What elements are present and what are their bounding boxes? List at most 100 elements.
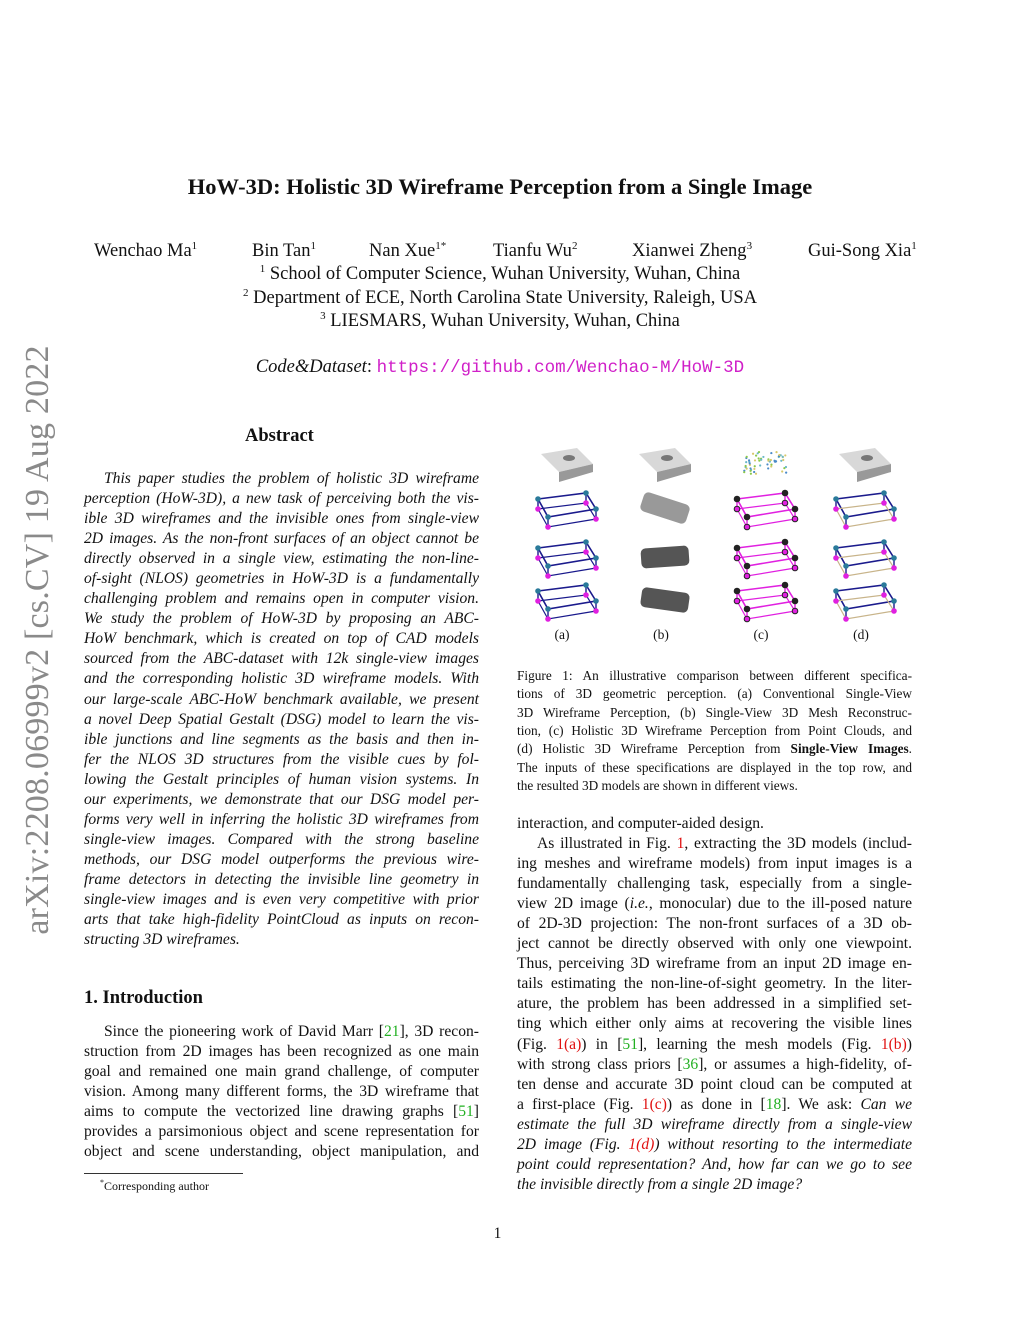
holistic-wireframe-junction (881, 582, 887, 588)
visible-wireframe-junction (545, 524, 551, 530)
text-line: 2D image (Fig. 1(d)) without resorting t… (517, 1135, 912, 1155)
pointcloud-wireframe-junction (744, 524, 750, 530)
pointcloud-wireframe-junction (782, 582, 788, 588)
pointcloud-wireframe-junction (782, 490, 788, 496)
footnote: *Corresponding author (100, 1178, 209, 1194)
text-line: a novel Deep Spatial Gestalt (DSG) model… (84, 710, 479, 730)
text-line: structing 3D wireframes. (84, 930, 479, 950)
paper-title: HoW-3D: Holistic 3D Wireframe Perception… (0, 174, 1000, 200)
text-line: fundamentally challenging task, especial… (517, 874, 912, 894)
holistic-wireframe-junction (891, 506, 897, 512)
author-name: Gui-Song Xia (808, 241, 911, 261)
point-cloud-dot (748, 459, 750, 461)
point-cloud-dot (753, 471, 755, 473)
author-affiliation-mark: 1 (911, 240, 917, 252)
pointcloud-wireframe-junction (744, 606, 750, 612)
text-line: arts that take high-fidelity PointCloud … (84, 910, 479, 930)
point-cloud-dot (770, 464, 772, 466)
text-line: aims to compute the vectorized line draw… (84, 1102, 479, 1122)
code-label: Code&Dataset (256, 357, 367, 377)
text-line: ible 3D wireframes and the invisible one… (84, 509, 479, 529)
text-line: our experiments, we demonstrate that our… (84, 790, 479, 810)
visible-wireframe-junction (583, 539, 589, 545)
pointcloud-wireframe-junction (782, 539, 788, 545)
point-cloud-dot (745, 461, 747, 463)
affiliation-mark: 1 (260, 263, 266, 275)
code-url-link[interactable]: https://github.com/Wenchao-M/HoW-3D (377, 358, 745, 378)
pointcloud-wireframe-junction (734, 598, 740, 604)
visible-wireframe-junction (545, 573, 551, 579)
author-name: Tianfu Wu (493, 241, 572, 261)
point-cloud-dot (749, 467, 751, 469)
pointcloud-wireframe-junction (782, 549, 788, 555)
text-line: This paper studies the problem of holist… (84, 469, 479, 489)
footnote-text: Corresponding author (104, 1179, 209, 1193)
text-line: (Fig. 1(a)) in [51], learning the mesh m… (517, 1035, 912, 1055)
pointcloud-wireframe-junction (792, 608, 798, 614)
author: Wenchao Ma1 (94, 240, 197, 262)
holistic-wireframe-junction (881, 592, 887, 598)
mesh-model (639, 491, 691, 525)
visible-wireframe-junction (545, 563, 551, 569)
point-cloud-dot (749, 462, 751, 464)
point-cloud-dot (755, 454, 757, 456)
text-line: our large-scale ABC-HoW benchmark availa… (84, 690, 479, 710)
author: Nan Xue1* (369, 240, 446, 262)
footnote-divider (84, 1173, 243, 1174)
text-line: estimate the full 3D wireframe directly … (517, 1115, 912, 1135)
text-line: As illustrated in Fig. 1, extracting the… (517, 834, 912, 854)
text-line: goal and remained one main grand challen… (84, 1062, 479, 1082)
author: Xianwei Zheng3 (632, 240, 752, 262)
text-line: and the corresponding holistic 3D wirefr… (84, 669, 479, 689)
text-line: of 2D-3D projection: The non-front surfa… (517, 914, 912, 934)
visible-wireframe-junction (593, 608, 599, 614)
visible-wireframe-junction (583, 500, 589, 506)
point-cloud-dot (770, 465, 772, 467)
text-line: tions of 3D geometric perception. (a) Co… (517, 685, 912, 703)
affiliation-mark: 2 (243, 287, 249, 299)
affiliation: 2 Department of ECE, North Carolina Stat… (0, 287, 1000, 309)
visible-wireframe-junction (593, 555, 599, 561)
figure-1-caption: Figure 1: An illustrative comparison bet… (517, 667, 912, 795)
text-line: single-view images and is even very comp… (84, 890, 479, 910)
point-cloud-dot (781, 470, 783, 472)
author: Gui-Song Xia1 (808, 240, 917, 262)
text-line: (d) Holistic 3D Wireframe Perception fro… (517, 740, 912, 758)
point-cloud-dot (760, 459, 762, 461)
text-line: Thus, perceiving 3D wireframe from an in… (517, 954, 912, 974)
code-dataset-line: Code&Dataset: https://github.com/Wenchao… (0, 357, 1000, 378)
holistic-wireframe-junction (891, 555, 897, 561)
author: Bin Tan1 (252, 240, 316, 262)
affiliation-text: LIESMARS, Wuhan University, Wuhan, China (330, 311, 680, 331)
pointcloud-wireframe-junction (734, 496, 740, 502)
holistic-wireframe-junction (833, 598, 839, 604)
point-cloud-dot (758, 451, 760, 453)
point-cloud-dot (767, 467, 769, 469)
pointcloud-wireframe-junction (744, 573, 750, 579)
point-cloud-dot (745, 465, 747, 467)
holistic-wireframe-junction (833, 506, 839, 512)
holistic-wireframe-junction (843, 616, 849, 622)
mesh-model (640, 587, 690, 613)
author-name: Wenchao Ma (94, 241, 192, 261)
text-line: view 2D image (i.e., monocular) due to t… (517, 894, 912, 914)
holistic-wireframe-junction (833, 545, 839, 551)
author-affiliation-mark: 2 (572, 240, 578, 252)
point-cloud-dot (750, 473, 752, 475)
visible-wireframe-junction (593, 506, 599, 512)
pointcloud-wireframe-junction (734, 588, 740, 594)
text-line: struction from 2D images has been recogn… (84, 1042, 479, 1062)
cad-model-hole (661, 455, 673, 461)
author-affiliation-mark: 1 (311, 240, 317, 252)
text-line: We study the problem of HoW-3D by propos… (84, 609, 479, 629)
text-line: sourced from the ABC-dataset with 12k si… (84, 649, 479, 669)
figure-panel-label: (a) (555, 627, 570, 643)
holistic-wireframe-junction (843, 573, 849, 579)
point-cloud-dot (746, 468, 748, 470)
affiliation: 1 School of Computer Science, Wuhan Univ… (0, 263, 1000, 285)
text-line: ing meshes and wireframe models) from in… (517, 854, 912, 874)
text-line: Since the pioneering work of David Marr … (84, 1022, 479, 1042)
text-line: frame detectors in detecting the invisib… (84, 870, 479, 890)
pointcloud-wireframe-junction (734, 555, 740, 561)
holistic-wireframe-junction (891, 608, 897, 614)
